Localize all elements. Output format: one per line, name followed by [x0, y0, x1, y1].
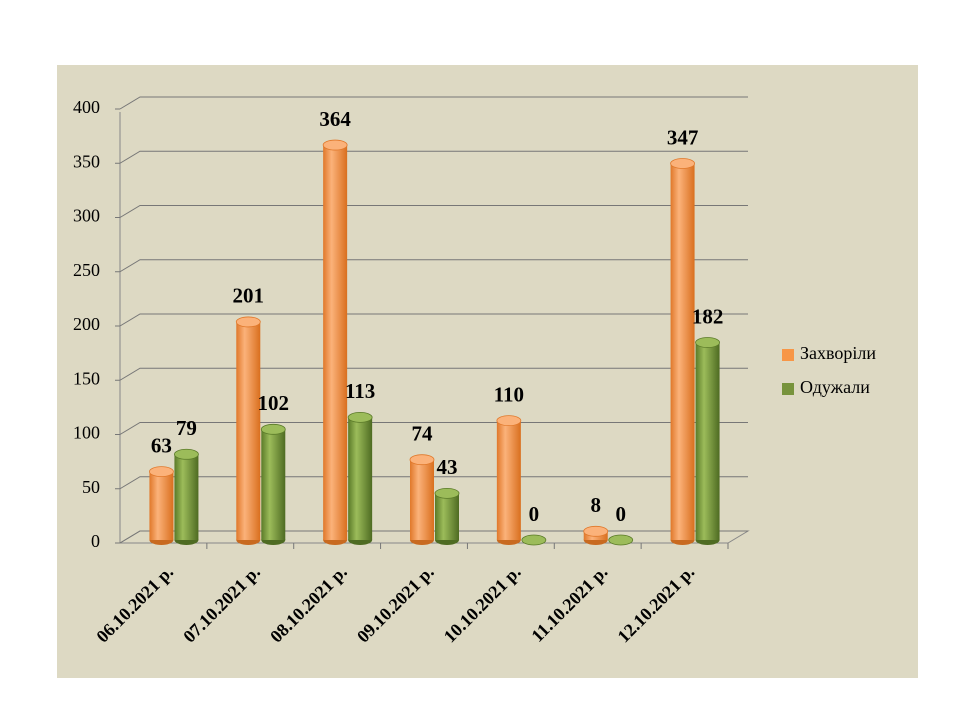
y-tick-label: 350 — [73, 151, 100, 171]
y-tick-label: 150 — [73, 368, 100, 388]
grid-line — [119, 422, 748, 435]
bar-top — [235, 316, 261, 328]
bar — [410, 459, 434, 540]
grid-line — [119, 530, 748, 544]
grid-line — [119, 205, 748, 218]
bar — [434, 487, 460, 545]
bar — [348, 417, 373, 540]
value-label: 201 — [233, 284, 265, 308]
value-label: 8 — [590, 493, 601, 517]
bar-top — [608, 534, 634, 546]
legend-swatch — [782, 383, 794, 395]
bar — [670, 163, 695, 540]
legend-swatch — [782, 349, 794, 361]
bar — [347, 411, 373, 545]
bar — [435, 493, 459, 540]
bar-top — [521, 534, 547, 546]
value-label: 43 — [437, 455, 458, 479]
plot-panel — [57, 65, 918, 678]
bar-top — [149, 466, 174, 478]
value-label: 0 — [615, 502, 626, 526]
y-tick-label: 300 — [73, 206, 100, 226]
bar — [521, 534, 547, 546]
y-tick-label: 0 — [91, 531, 100, 551]
y-tick-label: 50 — [82, 477, 100, 497]
bar-top — [260, 423, 286, 435]
bar-top — [174, 448, 199, 460]
bar — [323, 145, 348, 540]
bar — [409, 454, 435, 545]
y-tick-label: 100 — [73, 423, 100, 443]
grid-line — [119, 96, 748, 110]
grid-line — [119, 150, 748, 164]
value-label: 113 — [345, 379, 375, 403]
bar — [149, 471, 174, 540]
legend-label: Одужали — [800, 377, 870, 397]
bar — [174, 448, 199, 545]
y-tick-label: 400 — [73, 97, 100, 117]
bar — [583, 525, 609, 545]
bar-top — [409, 454, 435, 466]
bar — [322, 139, 348, 545]
bar — [260, 423, 286, 545]
value-label: 74 — [412, 422, 434, 446]
bar-top — [496, 415, 522, 427]
grid-line — [119, 313, 748, 327]
bar — [174, 454, 199, 540]
legend-label: Захворіли — [800, 343, 876, 363]
bar — [496, 420, 521, 540]
grid-line — [119, 367, 748, 381]
value-label: 79 — [176, 416, 197, 440]
bar — [608, 534, 634, 546]
bar-top — [434, 487, 460, 499]
value-label: 110 — [494, 382, 524, 406]
bar — [496, 415, 522, 545]
bar-top — [347, 411, 373, 423]
bar — [695, 337, 720, 545]
bar — [149, 466, 174, 545]
bar — [236, 321, 261, 540]
value-label: 347 — [667, 125, 699, 149]
value-label: 182 — [692, 304, 724, 328]
bar-top — [670, 158, 695, 169]
bar-top — [322, 139, 348, 151]
y-tick-label: 200 — [73, 314, 100, 334]
bar — [261, 429, 286, 540]
bar — [670, 158, 695, 545]
bar — [695, 342, 720, 540]
y-tick-label: 250 — [73, 260, 100, 280]
value-label: 63 — [151, 433, 172, 457]
bar-top — [695, 337, 720, 348]
value-label: 364 — [319, 107, 351, 131]
grid-line — [119, 476, 748, 490]
value-label: 0 — [529, 502, 540, 526]
value-label: 102 — [258, 391, 290, 415]
grid-line — [119, 259, 748, 273]
bar-top — [583, 525, 609, 537]
bar — [235, 316, 261, 545]
